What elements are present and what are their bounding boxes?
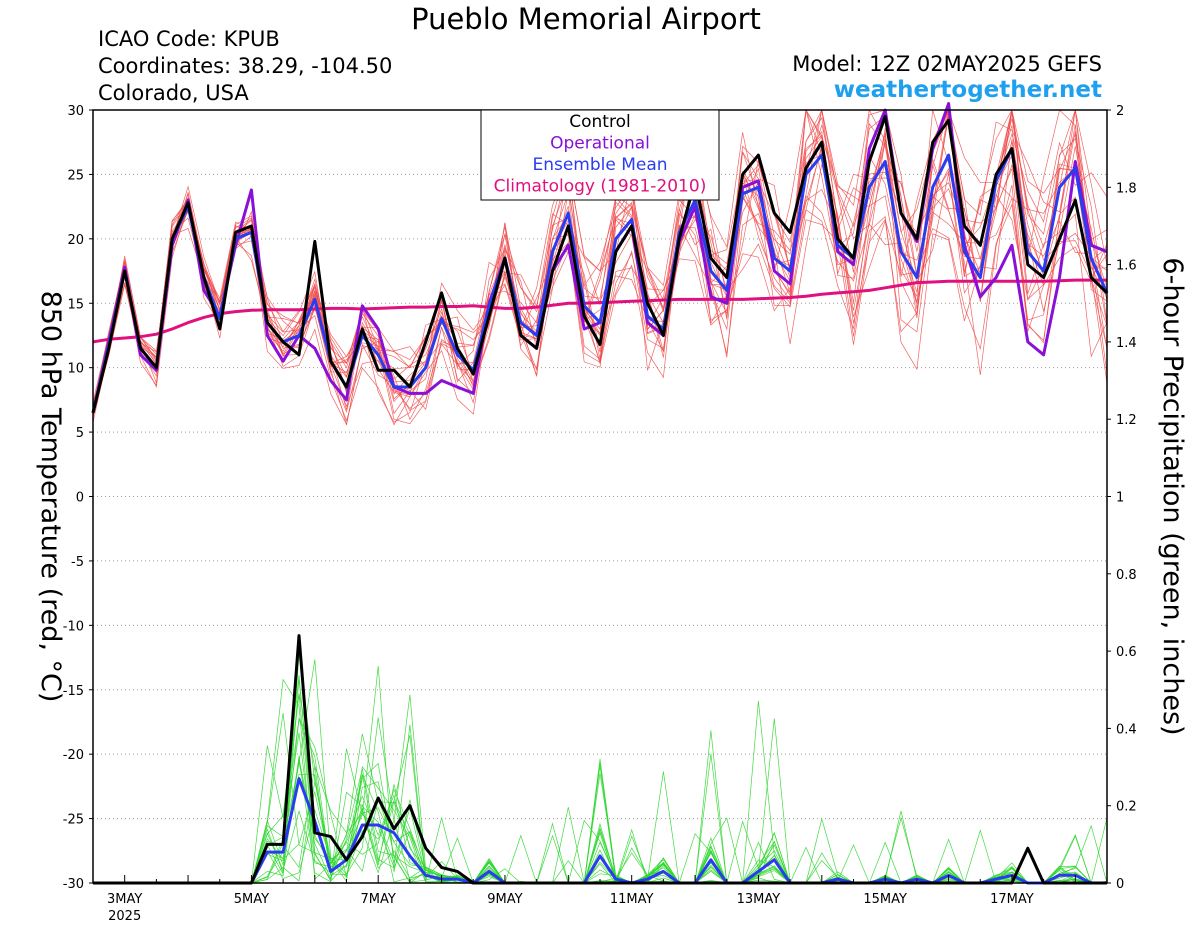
temperature-climatology-line: [92, 278, 1107, 344]
y-tick-label: -25: [63, 813, 84, 828]
legend-entry: Ensemble Mean: [532, 155, 667, 175]
precipitation-member-line: [93, 678, 1107, 884]
precipitation-ensemble-mean-line: [93, 777, 1107, 885]
legend-box: [480, 109, 720, 201]
coordinates: Coordinates: 38.29, -104.50: [98, 54, 393, 78]
y-axis-title: 850 hPa Temperature (red, °C): [35, 291, 66, 703]
y-right-tick-label: 2: [1116, 104, 1124, 119]
y-tick-label: 0: [76, 491, 84, 506]
precipitation-member-line: [93, 732, 1107, 884]
legend-entry: Control: [569, 112, 630, 132]
icao-code: ICAO Code: KPUB: [98, 27, 280, 51]
y-right-tick-label: 0.8: [1116, 568, 1137, 583]
site-link[interactable]: weathertogether.net: [833, 77, 1102, 103]
x-tick-label: 5MAY: [234, 892, 269, 907]
y-tick-label: 25: [67, 168, 84, 183]
y-tick-label: -10: [63, 619, 84, 634]
x-tick-label: 13MAY: [737, 892, 781, 907]
y-right-tick-label: 1.4: [1116, 336, 1137, 351]
location: Colorado, USA: [98, 81, 249, 105]
temperature-member-line: [92, 131, 1108, 421]
y-right-tick-label: 0.2: [1116, 800, 1137, 815]
x-tick-label: 7MAY: [361, 892, 396, 907]
model-run: Model: 12Z 02MAY2025 GEFS: [792, 52, 1102, 76]
y-tick-label: -15: [63, 684, 84, 699]
y-right-tick-label: 0.6: [1116, 645, 1137, 660]
chart-title: Pueblo Memorial Airport: [411, 2, 761, 36]
x-tick-label: 9MAY: [487, 892, 522, 907]
precipitation-member-line: [93, 735, 1107, 884]
y-right-tick-label: 0: [1116, 877, 1124, 892]
precipitation-member-line: [93, 762, 1107, 884]
precipitation-member-line: [93, 762, 1108, 884]
y-right-tick-label: 0.4: [1116, 722, 1137, 737]
y-right-tick-label: 1: [1116, 491, 1124, 506]
y-tick-label: 20: [67, 233, 84, 248]
x-tick-label: 3MAY: [107, 892, 142, 907]
legend-entry: Operational: [550, 134, 650, 154]
temperature-member-line: [92, 165, 1108, 423]
precipitation-member-line: [93, 694, 1107, 884]
y-tick-label: -5: [71, 555, 84, 570]
y-right-tick-label: 1.8: [1116, 181, 1137, 196]
precipitation-member-line: [93, 678, 1107, 884]
y-right-tick-label: 1.6: [1116, 259, 1137, 274]
x-tick-label: 15MAY: [863, 892, 907, 907]
y-tick-label: -30: [63, 877, 84, 892]
precipitation-member-line: [93, 724, 1107, 884]
temperature-control-line: [91, 114, 1109, 414]
y-right-axis-title: 6-hour Precipitation (green, inches): [1157, 257, 1188, 735]
y-tick-label: -20: [63, 748, 84, 763]
x-tick-label: 11MAY: [610, 892, 654, 907]
precipitation-member-line: [93, 788, 1107, 884]
y-tick-label: 15: [67, 297, 84, 312]
precipitation-member-line: [93, 654, 1107, 884]
y-tick-label: 10: [67, 362, 84, 377]
x-tick-sublabel: 2025: [108, 909, 141, 924]
precipitation-member-line: [93, 730, 1108, 884]
x-tick-label: 17MAY: [990, 892, 1034, 907]
y-right-tick-label: 1.2: [1116, 413, 1137, 428]
precipitation-member-line: [93, 675, 1107, 884]
legend-entry: Climatology (1981-2010): [494, 177, 707, 197]
y-tick-label: 5: [76, 426, 84, 441]
y-tick-label: 30: [67, 104, 84, 119]
